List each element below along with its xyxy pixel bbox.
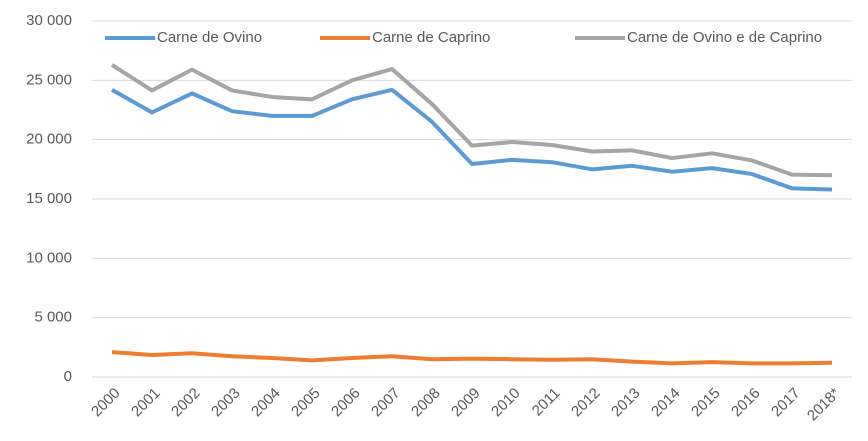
x-tick-label: 2000 — [88, 385, 124, 421]
x-tick-label: 2016 — [728, 385, 764, 421]
x-tick-label: 2014 — [648, 385, 684, 421]
series-line — [111, 350, 833, 366]
series-line — [111, 87, 833, 192]
y-tick-label: 30 000 — [26, 12, 72, 29]
legend-label: Carne de Caprino — [372, 29, 490, 46]
x-tick-label: 2007 — [368, 385, 404, 421]
legend-label: Carne de Ovino — [157, 29, 262, 46]
x-tick-label: 2006 — [328, 385, 364, 421]
x-tick-label: 2015 — [688, 385, 724, 421]
y-tick-label: 25 000 — [26, 71, 72, 88]
x-tick-label: 2011 — [529, 385, 564, 420]
x-tick-label: 2012 — [568, 385, 604, 421]
series-line — [110, 63, 833, 178]
y-tick-label: 20 000 — [26, 131, 72, 148]
x-tick-label: 2004 — [248, 385, 284, 421]
x-tick-label: 2003 — [208, 385, 244, 421]
x-tick-label: 2008 — [408, 385, 444, 421]
y-tick-label: 5 000 — [34, 309, 72, 326]
y-tick-label: 15 000 — [26, 190, 72, 207]
x-tick-label: 2017 — [768, 385, 804, 421]
y-tick-label: 10 000 — [26, 249, 72, 266]
x-tick-label: 2018* — [804, 385, 844, 425]
y-tick-label: 0 — [64, 368, 72, 385]
x-tick-label: 2009 — [448, 385, 484, 421]
x-tick-label: 2002 — [168, 385, 204, 421]
x-tick-label: 2001 — [128, 385, 164, 421]
legend-label: Carne de Ovino e de Caprino — [627, 29, 822, 46]
x-tick-label: 2005 — [288, 385, 324, 421]
x-tick-label: 2013 — [608, 385, 644, 421]
x-tick-label: 2010 — [488, 385, 524, 421]
